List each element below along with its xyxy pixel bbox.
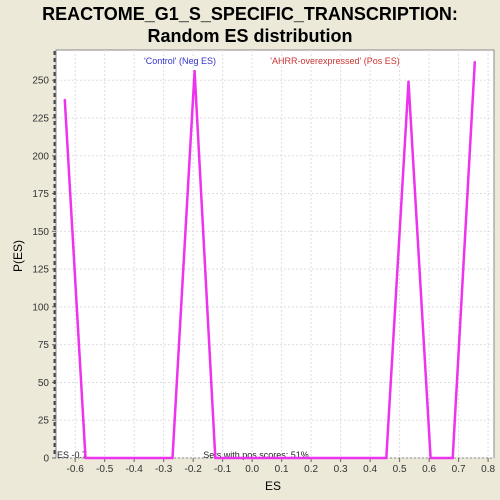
legend-ahrr: 'AHRR-overexpressed' (Pos ES)	[270, 56, 399, 66]
y-tick-label: 225	[32, 114, 49, 125]
x-tick-label: -0.4	[126, 464, 144, 475]
series-point	[385, 456, 388, 460]
series-line-0	[63, 62, 477, 460]
x-tick-label: -0.1	[214, 464, 232, 475]
series-point	[451, 456, 454, 460]
y-tick-label: 250	[32, 76, 49, 87]
series-point	[84, 456, 87, 460]
x-axis-label: ES	[265, 479, 281, 493]
y-tick-label: 150	[32, 227, 49, 238]
pos-scores-annotation: Sets with pos scores: 51%	[203, 450, 309, 460]
x-tick-label: -0.6	[67, 464, 85, 475]
axis-ticks: 0 25 50 75 100 125 150 175 200 225 250 -0.6 -0.5 -0.4…	[32, 76, 495, 475]
chart-subtitle: Random ES distribution	[148, 26, 353, 46]
y-axis-label: P(ES)	[11, 240, 25, 272]
series-point	[171, 456, 174, 460]
x-tick-label: 0.4	[363, 464, 377, 475]
y-tick-label: 50	[38, 378, 50, 389]
y-tick-label: 125	[32, 265, 49, 276]
series-point	[429, 456, 432, 460]
plot-area	[55, 49, 495, 459]
y-tick-label: 25	[38, 416, 50, 427]
x-tick-label: -0.2	[185, 464, 203, 475]
series-point	[473, 60, 476, 64]
x-tick-label: -0.3	[155, 464, 173, 475]
series-point	[193, 70, 196, 73]
legend-control: 'Control' (Neg ES)	[144, 56, 216, 66]
y-tick-label: 75	[38, 340, 50, 351]
es-marker-label: ES -0.7	[57, 450, 87, 460]
legend: 'Control' (Neg ES) 'AHRR-overexpressed' …	[144, 56, 400, 66]
x-tick-label: 0.1	[275, 464, 289, 475]
y-tick-label: 200	[32, 151, 49, 162]
x-tick-label: 0.5	[393, 464, 407, 475]
y-tick-label: 175	[32, 189, 49, 200]
series-point	[407, 80, 410, 83]
x-tick-label: 0.6	[422, 464, 436, 475]
x-tick-label: 0.7	[452, 464, 466, 475]
grid	[56, 50, 494, 459]
y-tick-label: 100	[32, 302, 49, 313]
series-point	[214, 456, 217, 460]
x-tick-label: -0.5	[96, 464, 114, 475]
x-tick-label: 0.3	[334, 464, 348, 475]
x-tick-label: 0.8	[481, 464, 495, 475]
series-layer	[63, 60, 477, 460]
x-tick-label: 0.0	[245, 464, 259, 475]
series-point	[63, 98, 66, 102]
chart-title: REACTOME_G1_S_SPECIFIC_TRANSCRIPTION:	[42, 4, 458, 24]
x-tick-label: 0.2	[304, 464, 318, 475]
y-tick-label: 0	[43, 454, 49, 465]
